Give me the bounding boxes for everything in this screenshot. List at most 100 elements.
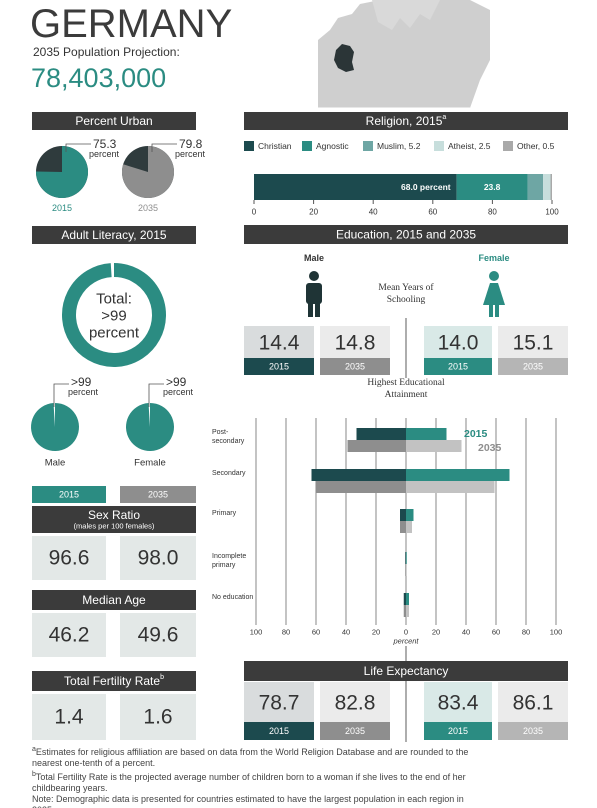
year-label: 2035: [138, 203, 158, 213]
category-label: Total:: [96, 291, 132, 308]
value-box: [244, 682, 314, 722]
subtitle: 2035 Population Projection:: [33, 45, 180, 59]
footnote: Note: Demographic data is presented for …: [32, 794, 472, 808]
value-box: [244, 326, 314, 358]
leader-line: [53, 383, 69, 407]
bar-male: [311, 469, 406, 481]
footnote: aEstimates for religious affiliation are…: [32, 744, 472, 769]
bar-female: [406, 428, 447, 440]
year-label: 2035: [523, 362, 543, 372]
value: 82.8: [335, 692, 376, 715]
value: 14.0: [438, 332, 479, 355]
bar-segment: [543, 174, 551, 200]
bar-female: [406, 481, 495, 493]
year-label: 2035: [345, 726, 365, 736]
unit-label: percent: [89, 325, 140, 342]
footnote-mark: a: [32, 746, 36, 753]
section-header: [32, 671, 196, 691]
value-box: [32, 536, 106, 580]
bar-male: [400, 521, 406, 533]
value-box: [120, 694, 196, 740]
section-header: [32, 506, 196, 533]
x-tick-label: 60: [492, 628, 500, 637]
section-title: Total Fertility Rateb: [64, 674, 164, 688]
year-label: 2035: [523, 726, 543, 736]
section-subtitle: (males per 100 females): [74, 522, 155, 531]
category-label: No education: [212, 594, 254, 601]
value-box: [32, 694, 106, 740]
map: [318, 0, 490, 109]
category-label: Secondary: [212, 470, 246, 477]
value-box: [32, 613, 106, 657]
value: 46.2: [49, 624, 90, 647]
icon-leg: [495, 304, 499, 317]
category-label: Female: [134, 458, 166, 469]
footnotes: aEstimates for religious affiliation are…: [32, 744, 472, 808]
value-label: >99: [71, 375, 92, 389]
leader-line: [148, 383, 164, 407]
unit-label: percent: [89, 149, 120, 159]
female-icon: [483, 271, 505, 317]
unit-label: percent: [68, 387, 99, 397]
category-label: Post-secondary: [212, 429, 245, 445]
bar-female: [406, 469, 510, 481]
x-tick-label: 20: [372, 628, 380, 637]
icon-body: [306, 283, 322, 304]
value: 1.6: [143, 706, 172, 729]
group-label: Male: [304, 253, 324, 263]
x-tick-label: 40: [342, 628, 350, 637]
year-bar: [120, 486, 196, 503]
value: 96.6: [49, 547, 90, 570]
footnote-text: Note: Demographic data is presented for …: [32, 794, 464, 808]
section-header: [244, 112, 568, 130]
legend-swatch: [503, 141, 513, 151]
section-title: Adult Literacy, 2015: [61, 228, 167, 242]
value-label: 23.8: [484, 182, 501, 192]
legend-label: Christian: [258, 141, 292, 151]
value-box: [120, 536, 196, 580]
section-header: [244, 661, 568, 681]
pie-slice: [36, 146, 88, 198]
legend-label: Muslim, 5.2: [377, 141, 421, 151]
x-tick-label: 100: [550, 628, 563, 637]
value-label: 79.8: [179, 137, 203, 151]
section-title: Religion, 2015a: [366, 114, 447, 128]
bar-male: [347, 440, 406, 452]
leader-line: [65, 143, 91, 152]
bar-female: [406, 509, 414, 521]
legend-label: Agnostic: [316, 141, 349, 151]
value: 14.8: [335, 332, 376, 355]
legend-label: Atheist, 2.5: [448, 141, 491, 151]
country-title: GERMANY: [30, 2, 232, 46]
bar-male: [405, 552, 406, 564]
x-tick-label: 80: [488, 208, 497, 217]
unit-label: percent: [163, 387, 194, 397]
x-tick-label: 60: [428, 208, 437, 217]
x-tick-label: 100: [250, 628, 263, 637]
section-header: [32, 112, 196, 130]
x-tick-label: 0: [404, 628, 408, 637]
legend-label: 2015: [464, 428, 488, 440]
year-label: 2015: [448, 726, 468, 736]
male-icon: [306, 271, 322, 317]
year-bar: [498, 358, 568, 375]
x-tick-label: 40: [462, 628, 470, 637]
year-label: 2015: [269, 726, 289, 736]
bar-male: [403, 605, 406, 617]
footnote-mark: b: [32, 771, 36, 778]
icon-leg: [308, 302, 313, 317]
bar-male: [400, 509, 406, 521]
value-box: [498, 326, 568, 358]
pie-slice: [125, 403, 174, 452]
x-tick-label: 0: [252, 208, 257, 217]
pie-slice: [30, 403, 79, 452]
value-label: >99: [166, 375, 187, 389]
footnote-text: Total Fertility Rate is the projected av…: [32, 772, 466, 793]
x-axis-label: percent: [392, 637, 419, 646]
footnote: bTotal Fertility Rate is the projected a…: [32, 769, 472, 794]
bar-male: [316, 481, 406, 493]
bar-female: [406, 552, 407, 564]
x-tick-label: 60: [312, 628, 320, 637]
bar-female: [406, 521, 412, 533]
